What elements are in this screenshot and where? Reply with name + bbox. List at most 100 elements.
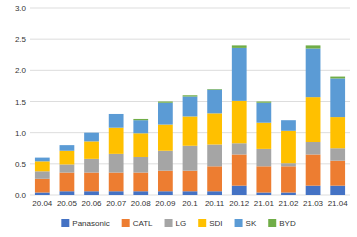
bar [232, 154, 247, 185]
bar [35, 179, 50, 193]
series [133, 45, 345, 120]
bar [207, 191, 222, 195]
bar [84, 132, 99, 133]
bar [281, 163, 296, 166]
bar [207, 166, 222, 191]
bar [232, 186, 247, 195]
y-tick-label: 0.0 [15, 191, 27, 200]
legend: PanasonicCATLLGSDISKBYD [61, 219, 296, 228]
bar [207, 89, 222, 91]
bar [84, 133, 99, 142]
grid-line [30, 8, 350, 9]
bar [158, 125, 173, 151]
legend-label: Panasonic [72, 219, 109, 228]
x-tick-label: 21.03 [303, 199, 324, 208]
bar [281, 166, 296, 192]
bar [158, 171, 173, 192]
bar [330, 148, 345, 160]
bar [232, 101, 247, 143]
bar [207, 90, 222, 114]
bar [84, 173, 99, 192]
bar [133, 173, 148, 192]
bar [306, 45, 321, 48]
bar [60, 173, 75, 192]
bar [183, 97, 198, 117]
bar [306, 49, 321, 98]
bar [207, 145, 222, 167]
bar [109, 154, 124, 173]
y-tick-label: 1.5 [15, 98, 27, 107]
bar [109, 173, 124, 192]
bar [183, 146, 198, 171]
bar [183, 116, 198, 145]
bar [256, 193, 271, 195]
bar [330, 78, 345, 117]
bar [84, 191, 99, 195]
bar [281, 193, 296, 195]
y-axis: 0.0 0.5 1.0 1.5 2.0 2.5 3.0 [15, 4, 27, 200]
bar [306, 186, 321, 195]
bar [330, 186, 345, 195]
x-tick-label: 21.04 [328, 199, 349, 208]
bar [232, 48, 247, 101]
bar [133, 119, 148, 120]
x-tick-label: 20.07 [106, 199, 127, 208]
bar [306, 142, 321, 154]
bar [232, 45, 247, 47]
legend-label: LG [176, 219, 187, 228]
y-tick-label: 1.0 [15, 129, 27, 138]
bar [330, 161, 345, 186]
bar [256, 102, 271, 103]
y-tick-label: 0.5 [15, 160, 27, 169]
x-axis: 20.04 20.05 20.0620.07 20.0820.09 20.1 20.11 2… [32, 199, 348, 208]
y-tick-label: 2.0 [15, 66, 27, 75]
x-tick-label: 20.1 [182, 199, 198, 208]
x-tick-label: 20.04 [32, 199, 53, 208]
bar [281, 131, 296, 163]
x-tick-label: 20.08 [131, 199, 152, 208]
x-tick-label: 20.11 [205, 199, 225, 208]
bar [256, 123, 271, 149]
bar [35, 158, 50, 162]
bar [60, 191, 75, 195]
y-tick-label: 3.0 [15, 4, 27, 13]
bar [35, 157, 50, 158]
x-tick-label: 20.05 [57, 199, 78, 208]
bar [60, 145, 75, 151]
legend-swatch [165, 219, 173, 227]
bar [35, 171, 50, 178]
bar [60, 151, 75, 165]
bar [183, 171, 198, 192]
bar [183, 191, 198, 195]
legend-label: SK [246, 219, 257, 228]
bar [109, 191, 124, 195]
bar [256, 149, 271, 166]
x-tick-label: 20.06 [82, 199, 103, 208]
grid [30, 8, 350, 195]
bar [330, 77, 345, 79]
bar [133, 120, 148, 133]
bar [35, 161, 50, 171]
bar [256, 166, 271, 192]
series [35, 142, 345, 179]
legend-swatch [61, 219, 69, 227]
legend-swatch [235, 219, 243, 227]
bar [281, 120, 296, 131]
bar [133, 157, 148, 173]
bar [306, 154, 321, 185]
bar [84, 141, 99, 158]
series [35, 97, 345, 171]
legend-label: BYD [279, 219, 296, 228]
bar [109, 114, 124, 128]
bar [232, 143, 247, 154]
series [35, 48, 345, 161]
legend-swatch [268, 219, 276, 227]
y-tick-label: 2.5 [15, 35, 27, 44]
x-tick-label: 20.09 [155, 199, 176, 208]
bar [306, 97, 321, 142]
bar [158, 102, 173, 103]
bar [256, 103, 271, 123]
x-tick-label: 21.01 [254, 199, 275, 208]
grid-line [30, 39, 350, 40]
x-tick-label: 21.02 [278, 199, 299, 208]
